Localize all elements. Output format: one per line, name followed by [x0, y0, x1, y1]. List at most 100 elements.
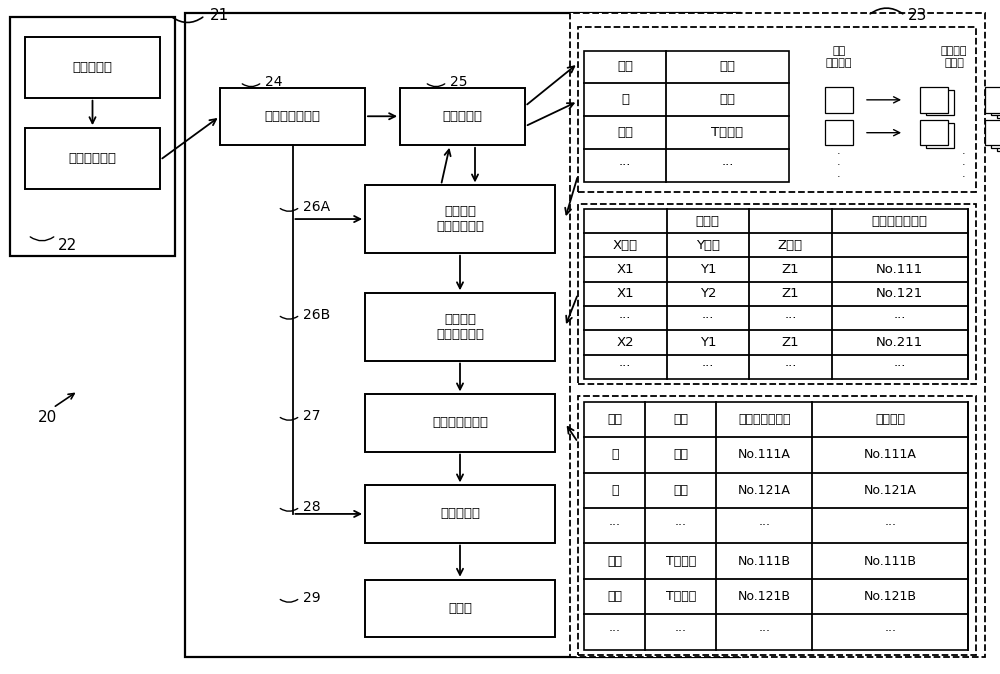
Text: ···: ···	[675, 625, 687, 638]
FancyBboxPatch shape	[825, 87, 853, 113]
Text: Y1: Y1	[700, 263, 716, 276]
Text: 通知部: 通知部	[448, 602, 472, 615]
Text: Y方向: Y方向	[696, 239, 720, 252]
Text: 26B: 26B	[303, 308, 330, 321]
Text: 24: 24	[265, 75, 283, 89]
Text: T字接头: T字接头	[666, 590, 696, 603]
FancyBboxPatch shape	[926, 123, 954, 148]
FancyBboxPatch shape	[985, 120, 1000, 146]
Text: X1: X1	[616, 287, 634, 301]
FancyBboxPatch shape	[920, 87, 948, 113]
Text: ···: ···	[619, 311, 631, 325]
Text: Z方向: Z方向	[778, 239, 803, 252]
Text: No.111A: No.111A	[864, 448, 917, 462]
Text: 形状: 形状	[719, 61, 735, 73]
FancyBboxPatch shape	[25, 37, 160, 98]
Text: 第一存储部: 第一存储部	[442, 110, 482, 123]
Text: 传感器控制部: 传感器控制部	[68, 152, 116, 165]
Text: 第二学习数据集: 第二学习数据集	[738, 413, 791, 426]
Text: 软铁: 软铁	[607, 590, 622, 603]
Text: T字接头: T字接头	[711, 126, 744, 140]
Text: ···: ···	[619, 159, 631, 172]
FancyBboxPatch shape	[920, 120, 948, 146]
Text: No.111B: No.111B	[738, 555, 791, 568]
Text: ···: ···	[702, 360, 714, 373]
Text: 25: 25	[450, 75, 468, 89]
Text: 27: 27	[303, 409, 320, 423]
FancyBboxPatch shape	[25, 128, 160, 189]
FancyBboxPatch shape	[570, 13, 985, 657]
Text: Y1: Y1	[700, 336, 716, 349]
Text: ···: ···	[609, 625, 621, 638]
FancyBboxPatch shape	[220, 88, 365, 145]
Text: Y2: Y2	[700, 287, 716, 301]
Text: 26A: 26A	[303, 200, 330, 214]
Text: 判定模型生成部: 判定模型生成部	[432, 417, 488, 429]
Text: 重合: 重合	[719, 93, 735, 106]
Text: 铝: 铝	[611, 484, 618, 497]
Text: ···: ···	[758, 625, 770, 638]
Text: 29: 29	[303, 591, 321, 605]
FancyBboxPatch shape	[825, 120, 853, 146]
Text: ···: ···	[609, 519, 621, 532]
Text: X1: X1	[616, 263, 634, 276]
Text: ···: ···	[702, 311, 714, 325]
FancyBboxPatch shape	[985, 87, 1000, 113]
Text: Z1: Z1	[782, 263, 799, 276]
Text: 22: 22	[58, 238, 77, 253]
FancyBboxPatch shape	[365, 293, 555, 361]
Text: 软铁: 软铁	[607, 555, 622, 568]
Text: 第一学习
数据集: 第一学习 数据集	[941, 47, 967, 68]
FancyBboxPatch shape	[584, 402, 968, 650]
Text: 材质: 材质	[607, 413, 622, 426]
Text: ·
·
·: · · ·	[962, 149, 966, 182]
Text: 形状数据处理部: 形状数据处理部	[264, 110, 320, 123]
FancyBboxPatch shape	[997, 125, 1000, 151]
Text: 样本
形状数据: 样本 形状数据	[826, 47, 852, 68]
Text: 形状: 形状	[673, 413, 688, 426]
Text: 第一判定部: 第一判定部	[440, 508, 480, 520]
FancyBboxPatch shape	[185, 13, 740, 657]
Text: 形状计测部: 形状计测部	[72, 61, 112, 74]
Text: No.121A: No.121A	[738, 484, 791, 497]
FancyBboxPatch shape	[991, 90, 1000, 115]
FancyBboxPatch shape	[365, 580, 555, 637]
Text: ·
·
·: · · ·	[837, 149, 841, 182]
Text: ···: ···	[884, 625, 896, 638]
Text: 20: 20	[38, 410, 57, 425]
Text: ···: ···	[784, 311, 797, 325]
Text: X2: X2	[616, 336, 634, 349]
FancyBboxPatch shape	[991, 123, 1000, 148]
Text: 判定模型: 判定模型	[875, 413, 905, 426]
Text: Z1: Z1	[782, 336, 799, 349]
Text: 28: 28	[303, 500, 321, 514]
FancyBboxPatch shape	[584, 51, 789, 182]
Text: No.111B: No.111B	[864, 555, 917, 568]
Text: ···: ···	[894, 360, 906, 373]
Text: Z1: Z1	[782, 287, 799, 301]
Text: ···: ···	[784, 360, 797, 373]
FancyBboxPatch shape	[578, 204, 976, 384]
FancyBboxPatch shape	[578, 396, 976, 655]
Text: No.111: No.111	[876, 263, 923, 276]
FancyBboxPatch shape	[578, 27, 976, 192]
Text: 第二学习数据集: 第二学习数据集	[872, 214, 928, 228]
Text: ···: ···	[884, 519, 896, 532]
Text: 21: 21	[210, 8, 229, 23]
FancyBboxPatch shape	[10, 17, 175, 256]
Text: 分辨率: 分辨率	[696, 214, 720, 228]
Text: No.211: No.211	[876, 336, 923, 349]
Text: 重合: 重合	[673, 448, 688, 462]
FancyBboxPatch shape	[365, 485, 555, 543]
Text: ···: ···	[758, 519, 770, 532]
Text: No.121A: No.121A	[864, 484, 917, 497]
FancyBboxPatch shape	[365, 185, 555, 253]
Text: 软铁: 软铁	[617, 126, 633, 140]
Text: No.121: No.121	[876, 287, 923, 301]
Text: 第一学习
数据集生成部: 第一学习 数据集生成部	[436, 205, 484, 233]
FancyBboxPatch shape	[584, 209, 968, 379]
Text: ···: ···	[894, 311, 906, 325]
Text: No.121B: No.121B	[864, 590, 917, 603]
FancyBboxPatch shape	[365, 394, 555, 452]
Text: ···: ···	[619, 360, 631, 373]
